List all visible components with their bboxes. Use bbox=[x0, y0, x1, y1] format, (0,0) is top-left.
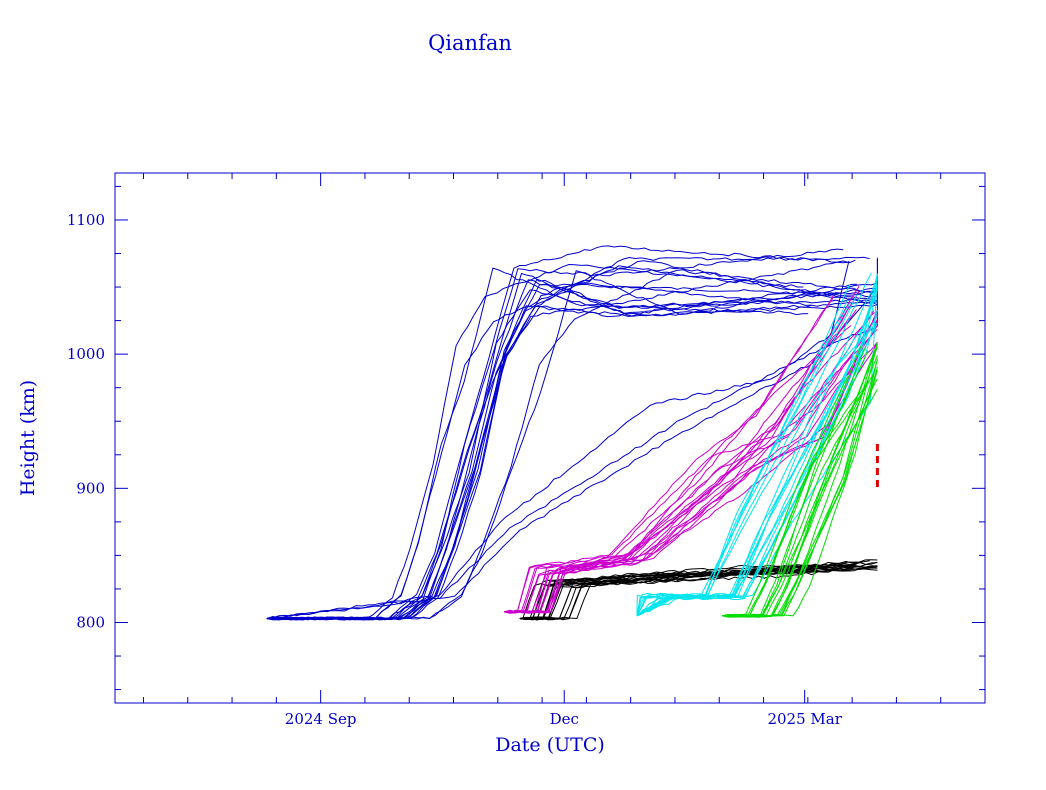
series-line-4 bbox=[504, 314, 852, 613]
x-tick-label: 2025 Mar bbox=[767, 710, 842, 728]
series-line-1 bbox=[266, 269, 878, 621]
x-tick-label: Dec bbox=[550, 710, 579, 728]
series-line-6 bbox=[722, 350, 869, 617]
axis-ticks bbox=[115, 173, 986, 703]
series-line-2 bbox=[266, 260, 850, 619]
series-line-5 bbox=[636, 273, 872, 616]
series-line-1 bbox=[266, 272, 878, 621]
chart-title: Qianfan bbox=[428, 31, 512, 55]
series-line-6 bbox=[722, 346, 878, 618]
series-line-5 bbox=[636, 278, 878, 617]
plot-frame bbox=[114, 172, 986, 704]
series-line-4 bbox=[504, 320, 878, 614]
series-line-4 bbox=[504, 325, 852, 614]
series-lines bbox=[266, 245, 879, 621]
series-line-4 bbox=[504, 296, 835, 613]
x-axis-label: Date (UTC) bbox=[495, 734, 605, 756]
series-line-6 bbox=[722, 374, 874, 617]
series-line-4 bbox=[504, 285, 860, 613]
series-line-4 bbox=[504, 319, 878, 613]
series-line-3 bbox=[519, 562, 878, 620]
series-line-2 bbox=[266, 257, 878, 619]
series-line-4 bbox=[504, 313, 878, 614]
series-line-1 bbox=[266, 267, 809, 620]
series-line-3 bbox=[519, 560, 870, 621]
series-line-2 bbox=[266, 259, 878, 620]
series-line-5 bbox=[636, 299, 848, 617]
y-tick-label: 900 bbox=[76, 479, 105, 497]
x-tick-labels: 2024 Sep Dec 2025 Mar bbox=[285, 710, 843, 728]
y-tick-label: 1100 bbox=[67, 211, 105, 229]
series-line-4 bbox=[504, 294, 835, 613]
x-tick-label: 2024 Sep bbox=[285, 710, 357, 728]
series-line-1 bbox=[266, 279, 874, 621]
series-line-3 bbox=[519, 565, 878, 621]
series-line-6 bbox=[722, 358, 878, 618]
y-axis-label: Height (km) bbox=[17, 380, 39, 496]
series-line-5 bbox=[636, 317, 869, 616]
y-tick-labels: 800 900 1000 1100 bbox=[67, 211, 105, 632]
series-line-1 bbox=[266, 265, 878, 621]
series-line-3 bbox=[519, 567, 826, 620]
y-tick-label: 800 bbox=[76, 613, 105, 631]
y-tick-label: 1000 bbox=[67, 345, 105, 363]
series-line-3 bbox=[519, 561, 878, 621]
